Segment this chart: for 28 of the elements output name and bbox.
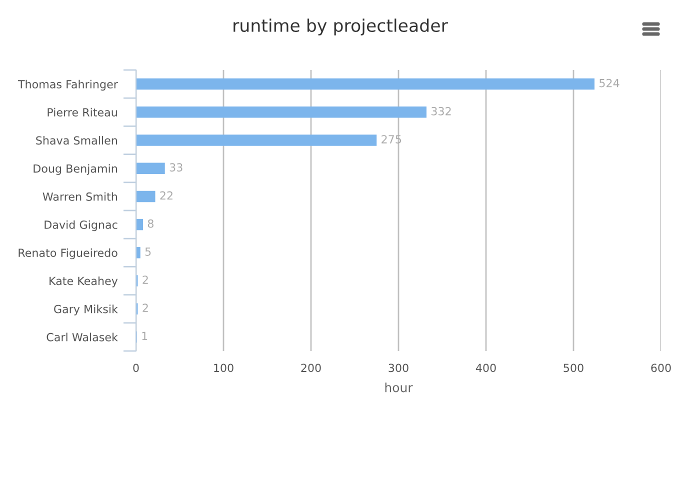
- data-label: 524: [600, 78, 620, 88]
- y-tick-label: Doug Benjamin: [34, 164, 117, 175]
- x-tick-label: 100: [214, 364, 234, 372]
- data-label: 2: [142, 276, 148, 284]
- y-tick-label: David Gignac: [44, 220, 118, 232]
- y-tick-label: Kate Keahey: [50, 276, 118, 288]
- x-tick-label: 200: [301, 364, 321, 372]
- y-tick-label: Warren Smith: [42, 192, 118, 201]
- data-label: 22: [160, 191, 172, 200]
- data-label: 1: [142, 332, 148, 340]
- data-label: 8: [148, 219, 154, 228]
- data-label: 332: [432, 106, 451, 116]
- y-tick-label: Gary Miksik: [54, 304, 118, 316]
- data-label: 33: [170, 163, 182, 172]
- x-tick-label: 400: [476, 364, 496, 372]
- y-tick-label: Carl Walasek: [46, 332, 118, 342]
- y-tick-label: Thomas Fahringer: [18, 80, 118, 91]
- x-tick-label: 300: [388, 364, 408, 372]
- data-label: 2: [142, 304, 148, 312]
- chart-title: runtime by projectleader: [234, 18, 448, 36]
- y-tick-label: Renato Figueiredo: [18, 248, 118, 260]
- y-tick-label: Pierre Riteau: [48, 108, 117, 117]
- y-tick-label: Shava Smallen: [36, 136, 117, 145]
- x-tick-label: 0: [133, 364, 139, 372]
- data-label: 5: [145, 248, 151, 256]
- x-tick-label: 600: [651, 364, 671, 372]
- x-axis-title: hour: [385, 382, 413, 392]
- x-tick-label: 500: [564, 364, 584, 372]
